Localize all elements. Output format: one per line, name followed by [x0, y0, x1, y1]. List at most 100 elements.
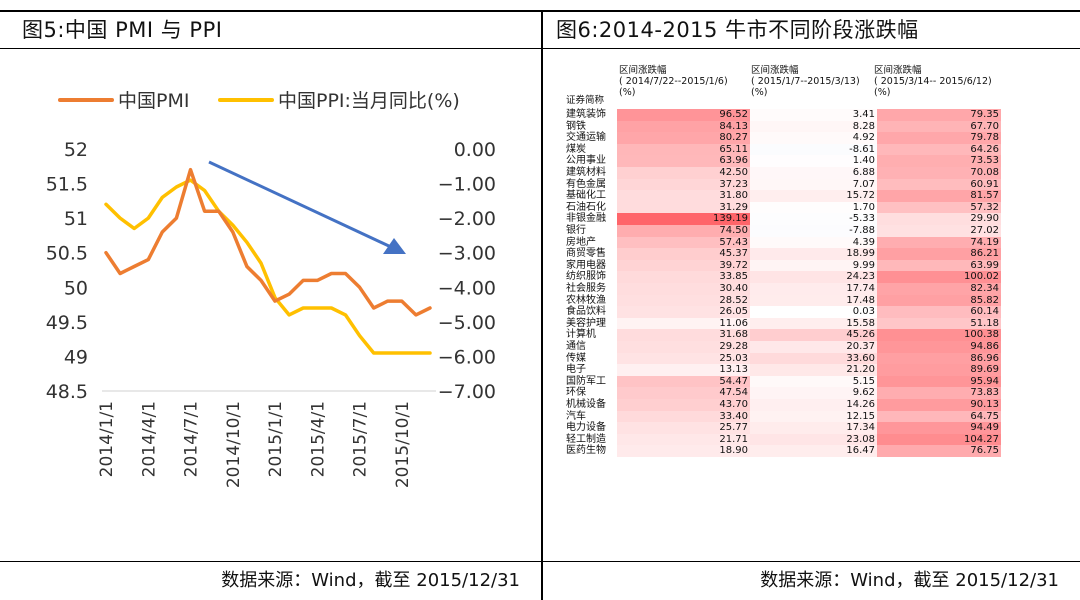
sector-name: 基础化工: [566, 190, 606, 202]
table-row: 非银金融 139.19 -5.33 29.90: [565, 213, 1001, 225]
column-header-unit: (%): [619, 87, 636, 98]
right-tick-label: −7.00: [438, 381, 496, 403]
table-row: 汽车 33.40 12.15 64.75: [565, 410, 1001, 423]
table-row: 有色金属 37.23 7.07 60.91: [565, 178, 1001, 191]
table-row: 煤炭 65.11 -8.61 64.26: [565, 143, 1001, 156]
return-cell: 100.02: [877, 271, 1001, 283]
column-header-title: 区间涨跌幅: [874, 65, 922, 76]
legend-label-1: 中国PMI: [118, 90, 189, 112]
series-layer: [104, 167, 432, 355]
right-tick-label: −3.00: [438, 243, 496, 265]
return-cell: 57.32: [877, 201, 1001, 214]
sector-name: 石油石化: [566, 201, 606, 213]
sector-name: 银行: [566, 225, 586, 236]
return-cell: 67.70: [877, 120, 1001, 133]
x-tick-label: 2015/1/1: [266, 401, 286, 477]
column-header-period: ( 2015/1/7--2015/3/13): [751, 76, 860, 87]
return-cell: 27.02: [877, 225, 1001, 237]
left-tick-label: 50: [64, 277, 88, 299]
sector-name: 商贸零售: [566, 248, 606, 260]
right-tick-label: −4.00: [438, 277, 496, 299]
left-tick-label: 48.5: [46, 381, 88, 403]
return-cell: 12.15: [750, 410, 877, 423]
return-cell: 18.99: [750, 248, 877, 260]
return-cell: 85.82: [877, 294, 1001, 307]
x-tick-label: 2014/7/1: [182, 401, 202, 477]
return-cell: 79.78: [877, 132, 1001, 144]
sector-name: 机械设备: [566, 399, 606, 410]
top-border: [0, 10, 1080, 12]
return-cell: 42.50: [617, 167, 750, 179]
return-cell: 29.90: [877, 213, 1001, 225]
return-cell: 86.21: [877, 248, 1001, 260]
table-row: 商贸零售 45.37 18.99 86.21: [565, 248, 1001, 260]
table-row: 轻工制造 21.71 23.08 104.27: [565, 433, 1001, 446]
return-cell: 21.20: [750, 364, 877, 376]
table-row: 基础化工 31.80 15.72 81.57: [565, 190, 1001, 202]
left-axis: 52 51.5 51 50.5 50 49.5 49 48.5: [46, 139, 88, 403]
sector-name: 钢铁: [566, 120, 586, 132]
table-row: 医药生物 18.90 16.47 76.75: [565, 445, 1001, 457]
left-tick-label: 52: [64, 139, 88, 161]
return-cell: 18.90: [617, 445, 750, 457]
return-cell: 37.23: [617, 178, 750, 191]
return-cell: 43.70: [617, 399, 750, 411]
return-cell: 81.57: [877, 190, 1001, 202]
return-cell: 9.62: [750, 387, 877, 399]
column-header-title: 区间涨跌幅: [619, 65, 667, 76]
left-tick-label: 51.5: [46, 174, 88, 196]
sector-name: 通信: [566, 341, 586, 352]
return-cell: -5.33: [849, 213, 875, 225]
pmi-ppi-chart: 中国PMI 中国PPI:当月同比(%) 52 51.5 51 50.5 50 49.5 49 4…: [46, 90, 496, 488]
return-cell: 16.47: [750, 445, 877, 457]
return-cell: 15.72: [750, 190, 877, 202]
return-cell: 84.13: [617, 120, 750, 133]
return-cell: -8.61: [750, 144, 877, 156]
return-cell: 94.86: [877, 341, 1001, 353]
return-cell: 74.19: [877, 236, 1001, 249]
left-tick-label: 51: [64, 208, 88, 230]
table-row: 家用电器 39.72 9.99 63.99: [565, 259, 1001, 272]
x-tick-label: 2015/7/1: [351, 401, 371, 477]
return-cell: -7.88: [750, 225, 877, 237]
right-tick-label: −5.00: [438, 312, 496, 334]
sector-name: 建筑装饰: [566, 109, 606, 120]
return-cell: 45.26: [750, 329, 877, 341]
sector-name: 环保: [566, 387, 586, 399]
return-cell: 7.07: [750, 178, 877, 191]
table-row: 社会服务 30.40 17.74 82.34: [565, 283, 1001, 295]
return-cell: 100.38: [877, 329, 1001, 341]
left-tick-label: 49: [64, 346, 88, 368]
table-row: 交通运输 80.27 4.92 79.78: [565, 132, 1001, 144]
return-cell: 31.80: [617, 190, 750, 202]
table-row: 公用事业 63.96 1.40 73.53: [565, 155, 1001, 167]
return-cell: 9.99: [750, 259, 877, 272]
sector-name: 纺织服饰: [566, 271, 606, 283]
return-cell: 24.23: [750, 271, 877, 283]
table-row: 国防军工 54.47 5.15 95.94: [565, 375, 1001, 388]
trend-arrow: [208, 160, 406, 254]
column-header-period: ( 2015/3/14-- 2015/6/12): [874, 76, 992, 87]
table-row: 建筑装饰 96.52 3.41 79.35: [565, 109, 1001, 121]
return-cell: 96.52: [617, 109, 750, 121]
right-axis: 0.00 −1.00 −2.00 −3.00 −4.00 −5.00 −6.00 −7.00: [438, 139, 496, 403]
table-row: 电力设备 25.77 17.34 94.49: [565, 422, 1001, 434]
return-cell: 139.19: [617, 213, 750, 225]
sector-name: 有色金属: [566, 178, 606, 190]
return-cell: 95.94: [877, 375, 1001, 388]
return-cell: 20.37: [750, 341, 877, 353]
return-cell: 4.39: [750, 236, 877, 249]
return-cell: 33.85: [617, 271, 750, 283]
sector-name: 社会服务: [566, 283, 606, 294]
right-tick-label: −1.00: [438, 174, 496, 196]
return-cell: 4.92: [750, 132, 877, 144]
sector-name: 传媒: [566, 352, 586, 364]
return-cell: 94.49: [877, 422, 1001, 434]
table-row: 农林牧渔 28.52 17.48 85.82: [565, 294, 1001, 307]
x-tick-label: 2015/10/1: [393, 401, 413, 488]
legend-label-2: 中国PPI:当月同比(%): [278, 90, 460, 112]
return-cell: 14.26: [750, 399, 877, 411]
sector-name: 食品饮料: [566, 306, 606, 318]
sector-name: 电力设备: [566, 422, 606, 434]
x-tick-label: 2014/1/1: [97, 401, 117, 477]
